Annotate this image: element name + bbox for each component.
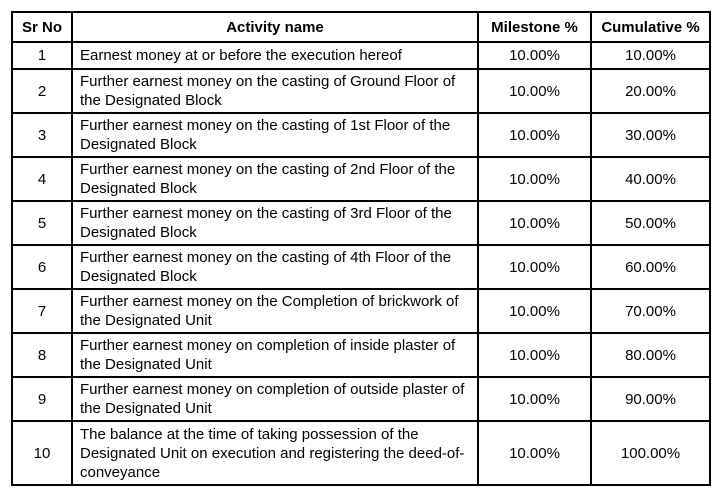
cell-milestone: 10.00%	[477, 112, 592, 158]
table-row: 9 Further earnest money on completion of…	[11, 376, 711, 422]
cell-milestone: 10.00%	[477, 288, 592, 334]
column-header-sr-no: Sr No	[11, 11, 73, 43]
table-row: 3 Further earnest money on the casting o…	[11, 112, 711, 158]
table-row: 2 Further earnest money on the casting o…	[11, 68, 711, 114]
table-header-row: Sr No Activity name Milestone % Cumulati…	[11, 11, 711, 43]
cell-cumulative: 50.00%	[590, 200, 711, 246]
cell-activity: Further earnest money on the casting of …	[71, 68, 479, 114]
cell-sr-no: 7	[11, 288, 73, 334]
cell-milestone: 10.00%	[477, 332, 592, 378]
column-header-cumulative-pct: Cumulative %	[590, 11, 711, 43]
payment-schedule-table: Sr No Activity name Milestone % Cumulati…	[11, 11, 711, 486]
cell-milestone: 10.00%	[477, 376, 592, 422]
cell-milestone: 10.00%	[477, 68, 592, 114]
cell-sr-no: 4	[11, 156, 73, 202]
cell-milestone: 10.00%	[477, 420, 592, 486]
cell-activity: The balance at the time of taking posses…	[71, 420, 479, 486]
cell-activity: Further earnest money on the casting of …	[71, 112, 479, 158]
cell-sr-no: 1	[11, 41, 73, 70]
cell-activity: Further earnest money on the Completion …	[71, 288, 479, 334]
column-header-milestone-pct: Milestone %	[477, 11, 592, 43]
cell-sr-no: 9	[11, 376, 73, 422]
cell-milestone: 10.00%	[477, 156, 592, 202]
table-row: 10 The balance at the time of taking pos…	[11, 420, 711, 486]
cell-cumulative: 10.00%	[590, 41, 711, 70]
table-row: 6 Further earnest money on the casting o…	[11, 244, 711, 290]
cell-cumulative: 90.00%	[590, 376, 711, 422]
table-row: 4 Further earnest money on the casting o…	[11, 156, 711, 202]
column-header-activity-name: Activity name	[71, 11, 479, 43]
cell-activity: Further earnest money on the casting of …	[71, 156, 479, 202]
cell-cumulative: 70.00%	[590, 288, 711, 334]
cell-activity: Further earnest money on the casting of …	[71, 200, 479, 246]
table-header: Sr No Activity name Milestone % Cumulati…	[11, 11, 711, 43]
cell-sr-no: 6	[11, 244, 73, 290]
cell-milestone: 10.00%	[477, 200, 592, 246]
cell-sr-no: 3	[11, 112, 73, 158]
table-row: 1 Earnest money at or before the executi…	[11, 41, 711, 70]
table-row: 5 Further earnest money on the casting o…	[11, 200, 711, 246]
cell-milestone: 10.00%	[477, 244, 592, 290]
cell-sr-no: 10	[11, 420, 73, 486]
table-row: 7 Further earnest money on the Completio…	[11, 288, 711, 334]
cell-cumulative: 100.00%	[590, 420, 711, 486]
cell-cumulative: 80.00%	[590, 332, 711, 378]
cell-activity: Further earnest money on completion of o…	[71, 376, 479, 422]
cell-cumulative: 30.00%	[590, 112, 711, 158]
cell-cumulative: 20.00%	[590, 68, 711, 114]
cell-sr-no: 2	[11, 68, 73, 114]
cell-activity: Further earnest money on the casting of …	[71, 244, 479, 290]
table-row: 8 Further earnest money on completion of…	[11, 332, 711, 378]
cell-sr-no: 5	[11, 200, 73, 246]
table-body: 1 Earnest money at or before the executi…	[11, 41, 711, 486]
cell-milestone: 10.00%	[477, 41, 592, 70]
cell-sr-no: 8	[11, 332, 73, 378]
cell-activity: Further earnest money on completion of i…	[71, 332, 479, 378]
cell-activity: Earnest money at or before the execution…	[71, 41, 479, 70]
cell-cumulative: 60.00%	[590, 244, 711, 290]
cell-cumulative: 40.00%	[590, 156, 711, 202]
